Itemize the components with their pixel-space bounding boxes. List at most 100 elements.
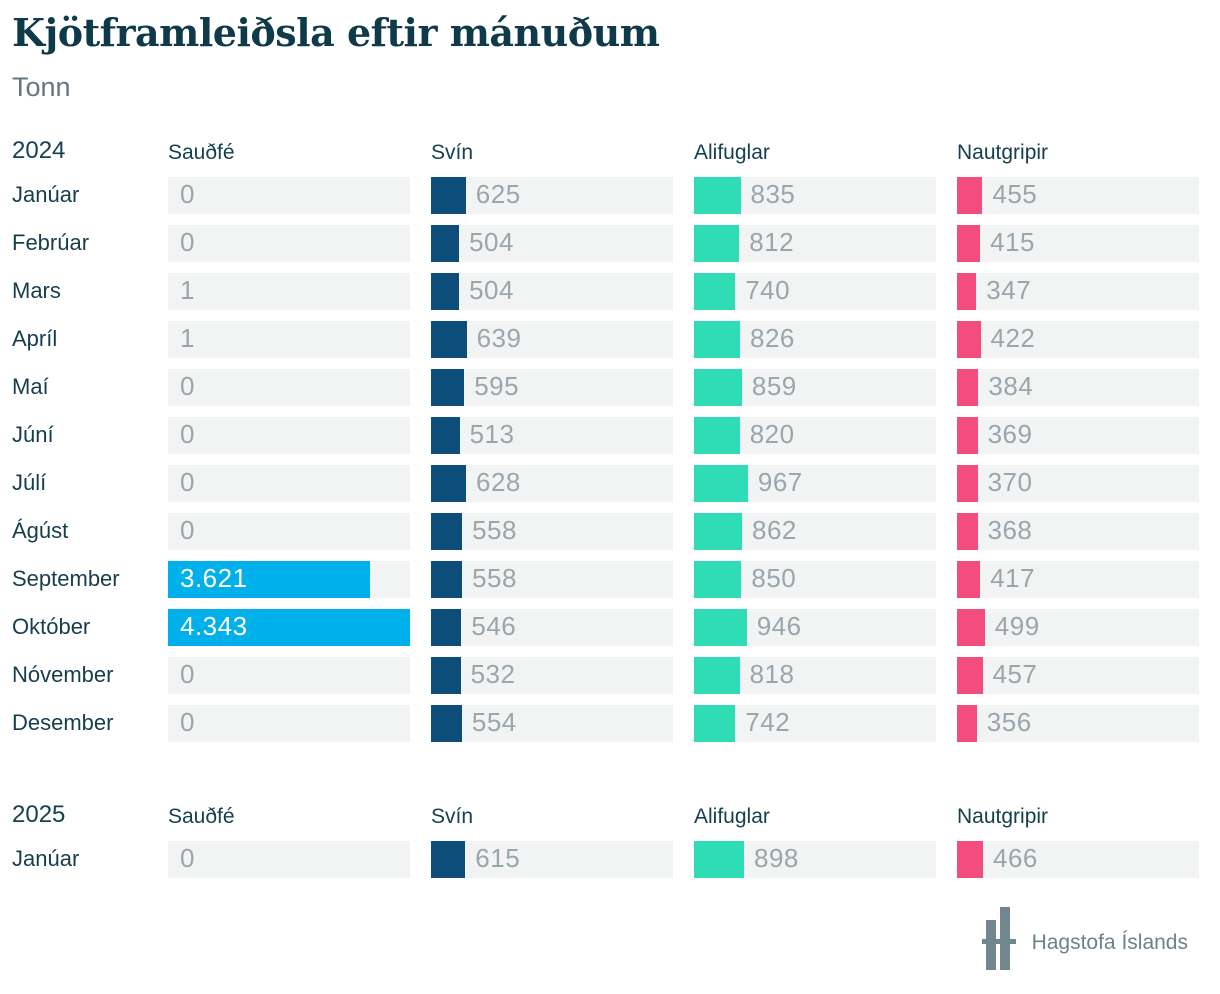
bar-cell: 0 bbox=[168, 416, 431, 454]
bar-cell: 0 bbox=[168, 368, 431, 406]
bar-track: 504 bbox=[431, 224, 673, 262]
chart-section-2025: 2025 Sauðfé Svín Alifuglar Nautgripir Janúar 0… bbox=[12, 795, 1208, 878]
bar bbox=[694, 560, 742, 598]
section-header-row: 2025 Sauðfé Svín Alifuglar Nautgripir bbox=[12, 795, 1208, 829]
month-cell: Nóvember bbox=[12, 657, 168, 694]
bar-value-label: 859 bbox=[751, 371, 797, 402]
bar-track: 1 bbox=[168, 272, 410, 310]
bar bbox=[694, 464, 748, 502]
bar-cell: 347 bbox=[957, 272, 1220, 310]
month-label: Júní bbox=[12, 422, 54, 448]
bar-cell: 0 bbox=[168, 176, 431, 214]
hagstofa-logo-icon bbox=[981, 906, 1016, 971]
bar bbox=[957, 320, 981, 358]
bar-value-label: 455 bbox=[992, 179, 1038, 210]
bar-track: 615 bbox=[431, 840, 673, 878]
chart-unit-subtitle: Tonn bbox=[12, 71, 71, 102]
year-label: 2024 bbox=[12, 136, 66, 164]
bar-value-label: 422 bbox=[990, 323, 1036, 354]
bar-track: 0 bbox=[168, 704, 410, 742]
bar-cell: 0 bbox=[168, 464, 431, 502]
bar-value-label: 466 bbox=[993, 843, 1038, 874]
logo-crossbar bbox=[981, 938, 1016, 944]
bar-track: 818 bbox=[694, 656, 936, 694]
bar-value-label: 554 bbox=[471, 707, 517, 738]
bar-value-label: 812 bbox=[749, 227, 795, 258]
bar-value-label: 628 bbox=[476, 467, 521, 498]
table-row: Nóvember 0 532 818 457 bbox=[12, 656, 1208, 694]
bar-track: 415 bbox=[957, 224, 1199, 262]
month-label: Maí bbox=[12, 374, 49, 400]
bar-value-label: 0 bbox=[180, 179, 195, 210]
table-row: Mars 1 504 740 347 bbox=[12, 272, 1208, 310]
bar-cell: 558 bbox=[431, 512, 694, 550]
bar-cell: 0 bbox=[168, 224, 431, 262]
column-header-sheep: Sauðfé bbox=[168, 804, 235, 828]
bar-value-label: 0 bbox=[180, 467, 195, 498]
bar-track: 4.343 bbox=[168, 608, 410, 646]
bar-track: 417 bbox=[957, 560, 1199, 598]
bar-value-label: 558 bbox=[472, 515, 517, 546]
table-row: Febrúar 0 504 812 415 bbox=[12, 224, 1208, 262]
bar-track: 0 bbox=[168, 368, 410, 406]
bar-cell: 554 bbox=[431, 704, 694, 742]
bar-value-label: 898 bbox=[754, 843, 799, 874]
bar-cell: 628 bbox=[431, 464, 694, 502]
table-row: Júní 0 513 820 369 bbox=[12, 416, 1208, 454]
bar-track: 862 bbox=[694, 512, 936, 550]
month-label: Október bbox=[12, 614, 91, 640]
bar-value-label: 0 bbox=[180, 659, 195, 690]
bar-value-label: 1 bbox=[180, 323, 195, 354]
bar-cell: 835 bbox=[694, 176, 957, 214]
bar bbox=[431, 464, 466, 502]
month-label: September bbox=[12, 566, 120, 592]
page-title: Kjötframleiðsla eftir mánuðum bbox=[12, 10, 660, 55]
bar bbox=[431, 272, 460, 310]
bar-track: 639 bbox=[431, 320, 673, 358]
bar-track: 628 bbox=[431, 464, 673, 502]
bar-track: 368 bbox=[957, 512, 1199, 550]
bar bbox=[431, 560, 463, 598]
bar bbox=[694, 224, 740, 262]
bar-value-label: 415 bbox=[990, 227, 1035, 258]
bar bbox=[431, 320, 467, 358]
bar bbox=[694, 704, 736, 742]
bar-value-label: 0 bbox=[180, 227, 195, 258]
bar bbox=[694, 272, 736, 310]
bar-cell: 946 bbox=[694, 608, 957, 646]
bar-value-label: 625 bbox=[475, 179, 521, 210]
bar-track: 0 bbox=[168, 224, 410, 262]
bar-cell: 850 bbox=[694, 560, 957, 598]
table-row: Apríl 1 639 826 422 bbox=[12, 320, 1208, 358]
bar-value-label: 0 bbox=[180, 419, 195, 450]
bar-value-label: 499 bbox=[994, 611, 1040, 642]
bar-value-label: 504 bbox=[469, 227, 514, 258]
month-cell: Janúar bbox=[12, 177, 168, 214]
bar-value-label: 513 bbox=[469, 419, 515, 450]
bar-track: 347 bbox=[957, 272, 1199, 310]
bar-value-label: 850 bbox=[751, 563, 797, 594]
bar-cell: 615 bbox=[431, 840, 694, 878]
column-header-cell: Sauðfé bbox=[168, 141, 431, 165]
bar-track: 504 bbox=[431, 272, 673, 310]
bar-cell: 532 bbox=[431, 656, 694, 694]
bar-track: 457 bbox=[957, 656, 1199, 694]
bar-track: 532 bbox=[431, 656, 673, 694]
bar-track: 422 bbox=[957, 320, 1199, 358]
bar-value-label: 384 bbox=[988, 371, 1034, 402]
bar-cell: 862 bbox=[694, 512, 957, 550]
bar-track: 740 bbox=[694, 272, 936, 310]
bar-cell: 0 bbox=[168, 704, 431, 742]
bar-value-label: 595 bbox=[474, 371, 520, 402]
bar-track: 356 bbox=[957, 704, 1199, 742]
bar-cell: 370 bbox=[957, 464, 1220, 502]
bar-cell: 1 bbox=[168, 320, 431, 358]
bar-cell: 3.621 bbox=[168, 560, 431, 598]
bar-value-label: 417 bbox=[990, 563, 1036, 594]
bar bbox=[957, 176, 983, 214]
bar-track: 850 bbox=[694, 560, 936, 598]
bar-cell: 356 bbox=[957, 704, 1220, 742]
bar-value-label: 369 bbox=[987, 419, 1033, 450]
footer: Hagstofa Íslands bbox=[12, 906, 1208, 971]
bar-track: 0 bbox=[168, 464, 410, 502]
